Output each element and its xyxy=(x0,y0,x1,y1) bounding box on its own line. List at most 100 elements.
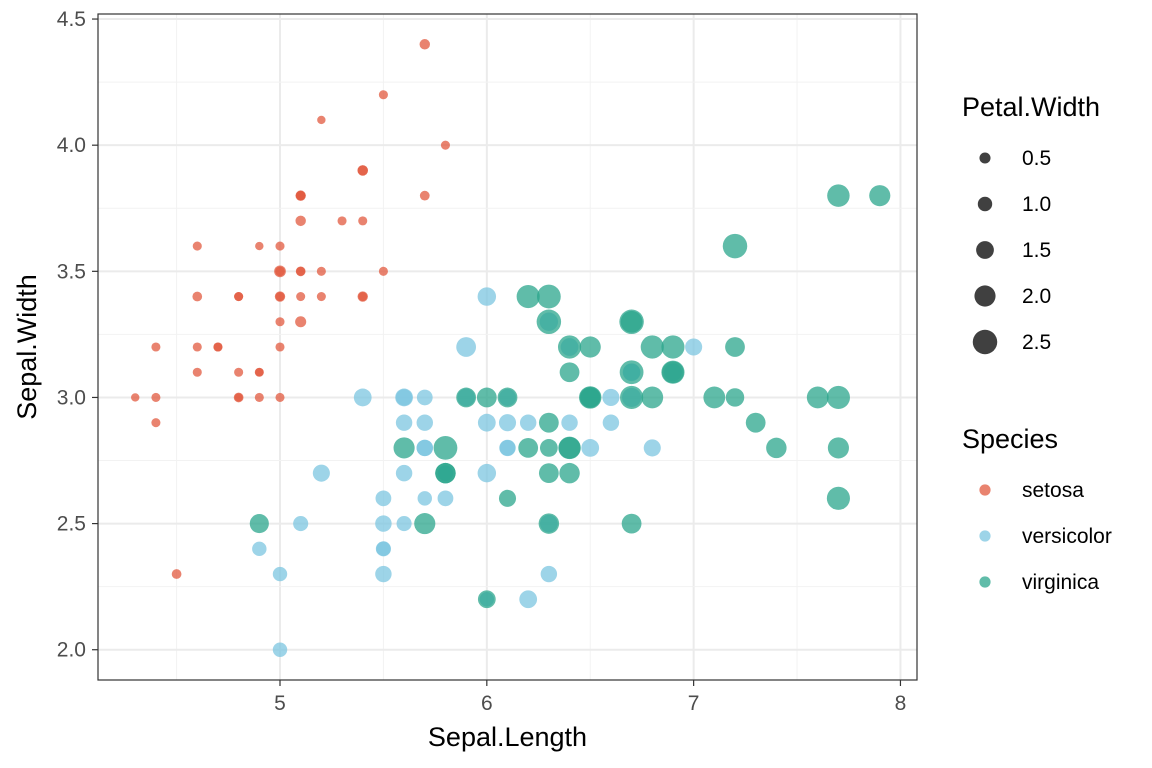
data-point-versicolor xyxy=(581,439,600,457)
data-point-setosa xyxy=(295,266,306,277)
data-point-versicolor xyxy=(519,590,538,609)
data-point-virginica xyxy=(536,309,562,335)
data-point-virginica xyxy=(826,385,850,410)
data-points xyxy=(131,39,891,657)
data-point-setosa xyxy=(254,392,264,402)
data-point-versicolor xyxy=(416,389,433,406)
species-legend-label-versicolor: versicolor xyxy=(1022,525,1112,548)
species-legend-key-versicolor xyxy=(979,530,991,542)
data-point-versicolor xyxy=(396,516,412,532)
size-legend-label: 0.5 xyxy=(1022,147,1051,170)
data-point-setosa xyxy=(295,215,306,227)
data-point-virginica xyxy=(557,335,582,359)
data-point-versicolor xyxy=(375,565,392,583)
x-tick-label: 7 xyxy=(688,692,700,715)
data-point-virginica xyxy=(498,489,517,507)
data-point-virginica xyxy=(619,309,644,335)
data-point-virginica xyxy=(393,437,415,459)
data-point-setosa xyxy=(316,266,326,276)
data-point-virginica xyxy=(661,360,685,384)
size-legend-key xyxy=(974,285,996,307)
data-point-versicolor xyxy=(395,464,413,482)
data-point-versicolor xyxy=(456,337,477,357)
data-point-setosa xyxy=(233,392,244,403)
data-point-setosa xyxy=(296,191,306,201)
data-point-versicolor xyxy=(416,439,433,457)
data-point-versicolor xyxy=(272,642,288,657)
data-point-setosa xyxy=(296,292,306,302)
data-point-versicolor xyxy=(375,490,392,507)
data-point-versicolor xyxy=(417,491,432,506)
data-point-setosa xyxy=(192,342,202,352)
y-tick-label: 4.5 xyxy=(57,8,86,31)
data-point-virginica xyxy=(558,436,581,460)
data-point-virginica xyxy=(538,463,559,484)
data-point-virginica xyxy=(620,385,644,410)
data-point-setosa xyxy=(275,392,285,402)
data-point-virginica xyxy=(456,387,477,408)
data-point-virginica xyxy=(641,386,664,409)
data-point-virginica xyxy=(497,387,518,408)
data-point-virginica xyxy=(869,185,891,207)
data-point-virginica xyxy=(559,362,580,383)
species-legend-label-setosa: setosa xyxy=(1022,479,1084,502)
data-point-versicolor xyxy=(602,388,620,407)
data-point-versicolor xyxy=(416,414,433,431)
data-point-virginica xyxy=(516,284,540,309)
size-legend-key xyxy=(976,241,994,259)
data-point-setosa xyxy=(378,90,388,100)
data-point-setosa xyxy=(275,342,285,352)
data-point-versicolor xyxy=(561,414,578,431)
size-legend-key xyxy=(972,329,998,355)
data-point-setosa xyxy=(171,569,182,579)
data-point-versicolor xyxy=(477,463,497,483)
data-point-setosa xyxy=(274,291,286,302)
data-point-virginica xyxy=(518,438,539,458)
data-point-setosa xyxy=(151,418,161,428)
data-point-setosa xyxy=(295,316,307,328)
data-point-versicolor xyxy=(602,414,620,431)
data-point-virginica xyxy=(619,360,644,385)
data-point-versicolor xyxy=(272,566,288,582)
data-point-setosa xyxy=(192,367,202,377)
plot-panel-border xyxy=(97,13,918,681)
data-point-versicolor xyxy=(376,541,391,557)
data-point-setosa xyxy=(357,165,368,176)
data-point-virginica xyxy=(435,462,456,484)
y-axis-label: Sepal.Width xyxy=(12,274,42,420)
data-point-setosa xyxy=(131,393,140,402)
species-legend-key-virginica xyxy=(979,576,991,588)
data-point-setosa xyxy=(275,317,285,327)
data-point-virginica xyxy=(433,436,458,460)
data-point-virginica xyxy=(806,386,829,409)
data-point-virginica xyxy=(703,386,726,409)
data-point-versicolor xyxy=(498,414,517,432)
data-point-versicolor xyxy=(375,515,392,532)
data-point-setosa xyxy=(192,241,202,251)
size-legend-key xyxy=(979,152,991,164)
y-tick-label: 3.5 xyxy=(57,260,86,283)
data-point-virginica xyxy=(745,412,766,433)
data-point-setosa xyxy=(151,392,161,402)
x-tick-label: 8 xyxy=(895,692,907,715)
axes: 5 6 7 8 2.0 2.5 3.0 3.5 4.0 4.5 xyxy=(57,8,907,715)
data-point-virginica xyxy=(722,233,748,259)
data-point-setosa xyxy=(419,39,430,50)
data-point-setosa xyxy=(255,241,264,251)
data-point-versicolor xyxy=(540,565,558,583)
size-legend-key xyxy=(977,196,993,212)
size-legend-label: 1.0 xyxy=(1022,193,1051,216)
data-point-versicolor xyxy=(312,464,330,482)
data-point-virginica xyxy=(559,462,580,484)
data-point-setosa xyxy=(419,190,430,201)
data-point-virginica xyxy=(827,184,850,207)
data-point-setosa xyxy=(357,291,368,302)
gridlines xyxy=(98,14,917,680)
y-tick-label: 4.0 xyxy=(57,134,86,157)
data-point-virginica xyxy=(640,335,664,359)
data-point-versicolor xyxy=(395,414,413,431)
data-point-virginica xyxy=(725,388,745,407)
species-legend-key-setosa xyxy=(979,484,991,496)
data-point-virginica xyxy=(826,486,850,510)
